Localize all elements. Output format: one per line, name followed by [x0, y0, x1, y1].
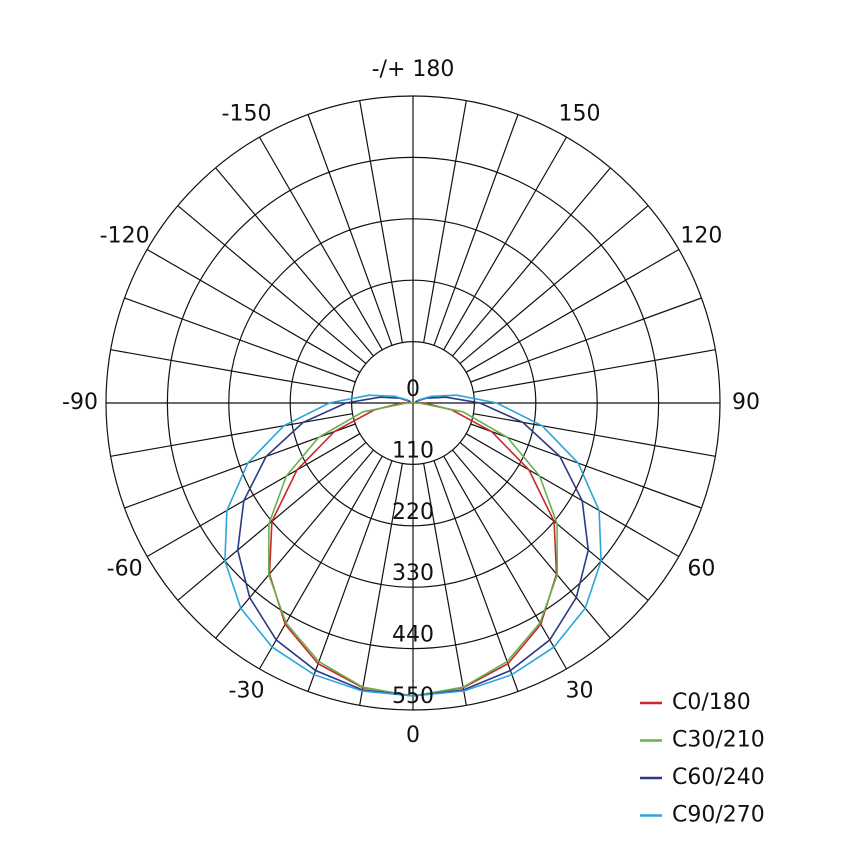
- angle-tick-label: -/+ 180: [372, 57, 455, 82]
- spoke: [470, 297, 702, 383]
- spoke: [433, 114, 519, 346]
- spoke: [473, 349, 716, 393]
- angle-tick-label: -120: [100, 224, 150, 249]
- angle-tick-label: -30: [229, 678, 265, 703]
- spoke: [423, 100, 467, 343]
- spoke: [307, 114, 393, 346]
- spoke: [124, 423, 356, 509]
- angle-tick-label: 120: [680, 224, 722, 249]
- angle-tick-label: 60: [687, 557, 715, 582]
- spoke: [443, 136, 568, 351]
- spoke: [473, 413, 716, 457]
- spoke: [146, 248, 361, 373]
- r-tick-label: 440: [392, 623, 434, 648]
- r-tick-label: 110: [392, 438, 434, 463]
- angle-tick-label: 90: [732, 390, 760, 415]
- spoke: [215, 449, 374, 639]
- legend-label: C60/240: [672, 765, 765, 790]
- angle-tick-label: -60: [107, 557, 143, 582]
- spoke: [423, 463, 467, 706]
- r-tick-label: 220: [392, 500, 434, 525]
- legend-label: C90/270: [672, 803, 765, 828]
- spoke: [465, 248, 680, 373]
- r-tick-label: 550: [392, 684, 434, 709]
- angle-tick-label: 150: [559, 102, 601, 127]
- spoke: [110, 349, 353, 393]
- spoke: [258, 136, 383, 351]
- angle-tick-label: 0: [406, 723, 420, 748]
- spoke: [452, 167, 611, 357]
- legend-label: C0/180: [672, 690, 751, 715]
- legend-label: C30/210: [672, 728, 765, 753]
- spoke: [177, 205, 367, 364]
- spoke: [459, 205, 649, 364]
- spoke: [465, 433, 680, 558]
- spoke: [443, 455, 568, 670]
- spoke: [359, 100, 403, 343]
- spoke: [215, 167, 374, 357]
- angle-tick-label: 30: [566, 678, 594, 703]
- angle-tick-label: -90: [62, 390, 98, 415]
- angle-tick-label: -150: [222, 102, 272, 127]
- spoke: [258, 455, 383, 670]
- spoke: [146, 433, 361, 558]
- r-tick-label: 330: [392, 561, 434, 586]
- spoke: [124, 297, 356, 383]
- spoke: [470, 423, 702, 509]
- spoke: [307, 460, 393, 692]
- r-tick-label: 0: [406, 377, 420, 402]
- spoke: [359, 463, 403, 706]
- spoke: [110, 413, 353, 457]
- spoke: [433, 460, 519, 692]
- spoke: [452, 449, 611, 639]
- grid: [105, 95, 721, 711]
- series-line: [224, 394, 602, 697]
